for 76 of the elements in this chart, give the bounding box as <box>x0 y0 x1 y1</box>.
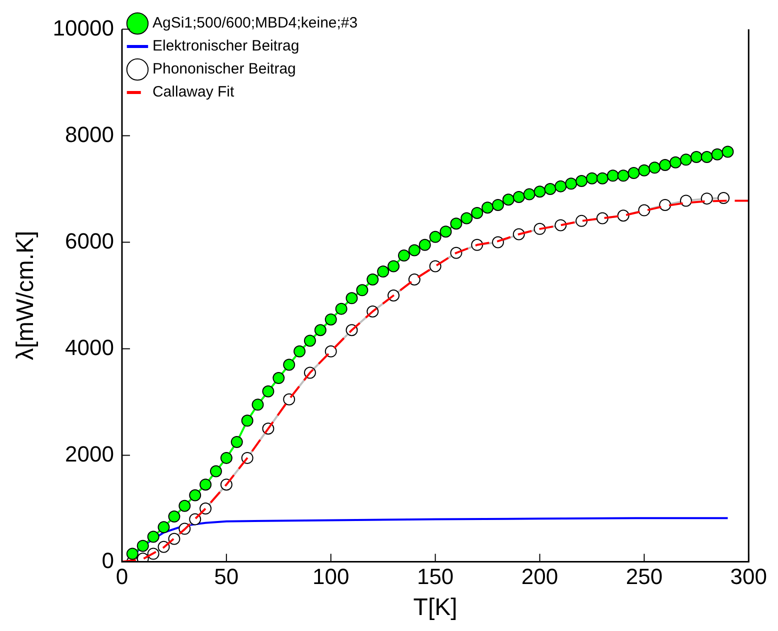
point <box>168 510 180 523</box>
point <box>388 260 400 272</box>
point <box>711 148 724 160</box>
point <box>471 206 484 219</box>
point <box>178 500 191 512</box>
point <box>586 172 598 184</box>
y-tick-label: 2000 <box>65 441 114 466</box>
point <box>241 414 254 427</box>
point <box>200 478 212 491</box>
point <box>294 345 306 358</box>
point <box>492 198 504 211</box>
point <box>252 398 264 411</box>
point <box>158 521 170 534</box>
point <box>628 167 640 179</box>
point <box>534 186 546 198</box>
point <box>324 313 337 326</box>
x-axis-title: T[K] <box>413 594 458 622</box>
point <box>460 212 473 224</box>
point <box>596 172 608 184</box>
y-axis-title: λ[mW/cm.K] <box>12 230 40 360</box>
y-tick-label: 10000 <box>52 15 114 40</box>
point <box>670 156 682 168</box>
point <box>210 465 222 478</box>
point <box>690 151 702 164</box>
point <box>502 194 514 206</box>
point <box>346 292 358 304</box>
point <box>272 372 285 384</box>
point <box>554 180 567 192</box>
point <box>512 190 525 203</box>
point <box>659 159 672 172</box>
point <box>398 250 410 262</box>
point <box>126 548 138 560</box>
point <box>283 358 296 371</box>
point <box>648 162 661 174</box>
point <box>262 385 274 398</box>
point <box>722 146 734 158</box>
point <box>680 154 692 166</box>
point <box>377 266 390 278</box>
point <box>304 334 316 347</box>
point <box>450 218 462 230</box>
point <box>638 164 650 176</box>
x-tick-label: 200 <box>521 564 558 590</box>
point <box>335 302 348 315</box>
point <box>220 452 232 464</box>
point <box>576 174 588 187</box>
x-tick-label: 50 <box>214 564 239 590</box>
point <box>544 182 556 195</box>
point <box>314 324 326 336</box>
point <box>606 170 619 182</box>
point <box>408 244 420 256</box>
point <box>617 170 630 182</box>
legend-label: Phononischer Beitrag <box>152 60 296 78</box>
legend-label: Callaway Fit <box>152 84 235 101</box>
legend-label: Elektronischer Beitrag <box>152 38 300 55</box>
point <box>189 489 202 502</box>
point <box>356 284 368 296</box>
point <box>440 226 452 238</box>
point <box>429 230 442 243</box>
y-tick-label: 6000 <box>65 228 114 254</box>
point <box>700 151 713 164</box>
y-tick-label: 4000 <box>65 334 114 360</box>
x-tick-label: 100 <box>312 564 350 590</box>
point <box>482 202 494 214</box>
point <box>565 178 578 190</box>
y-tick-label: 0 <box>102 548 114 573</box>
point <box>147 530 160 543</box>
point <box>523 188 536 200</box>
y-tick-label: 8000 <box>65 122 114 147</box>
legend-label: AgSi1;500/600;MBD4;keine;#3 <box>152 14 358 32</box>
point <box>366 274 379 286</box>
point <box>230 436 243 448</box>
point <box>418 238 431 251</box>
x-tick-label: 250 <box>626 564 663 590</box>
x-tick-label: 150 <box>416 564 454 590</box>
x-tick-label: 300 <box>730 564 768 590</box>
point <box>136 540 149 552</box>
